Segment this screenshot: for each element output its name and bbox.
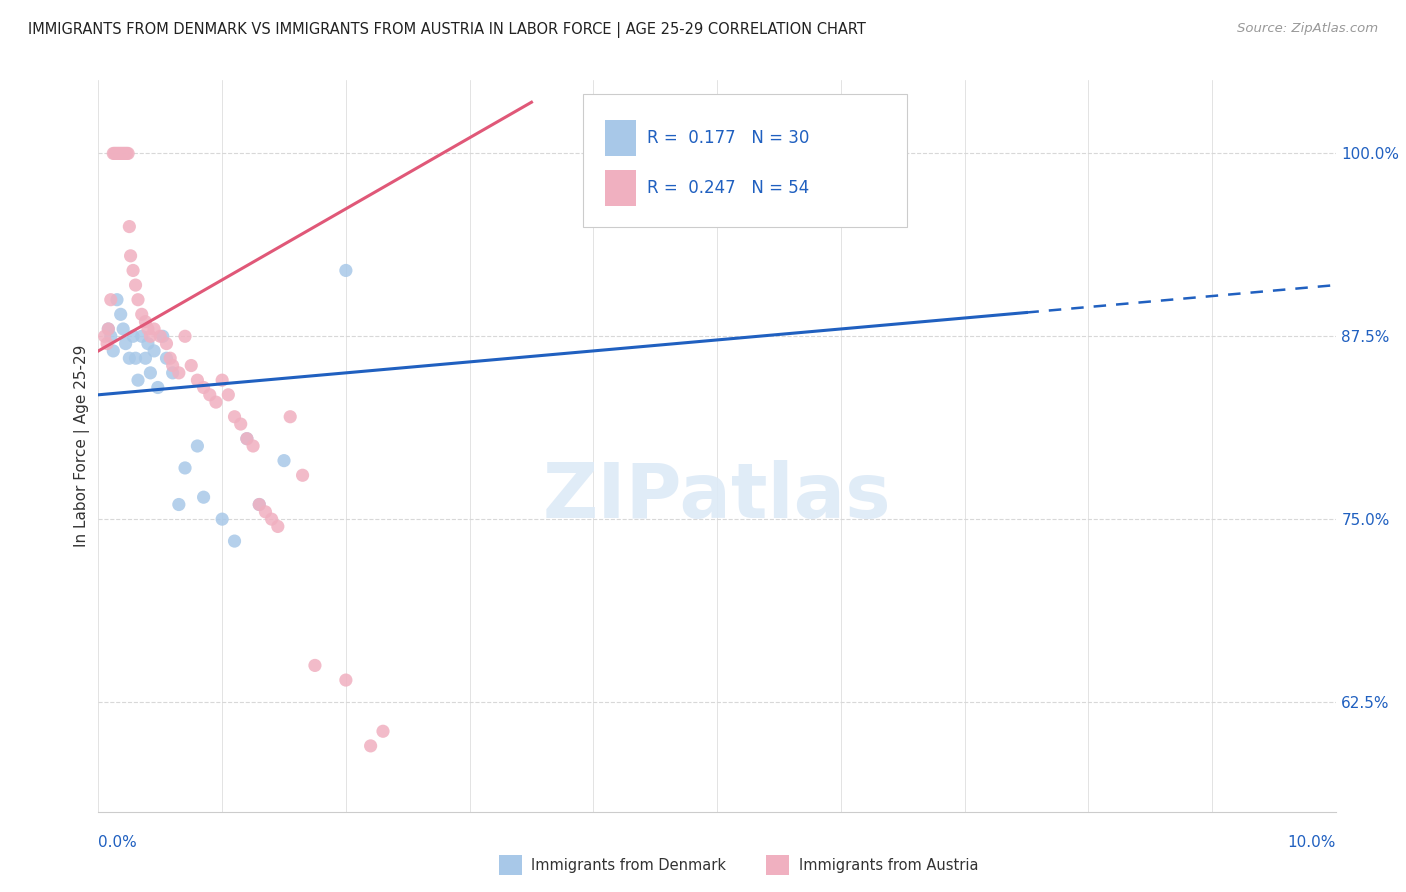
Point: [242, 439, 264, 453]
Point: [273, 453, 295, 467]
Point: [247, 498, 270, 512]
Point: [136, 336, 159, 351]
Point: [167, 498, 190, 512]
Point: [103, 146, 125, 161]
Point: [247, 498, 270, 512]
Text: Source: ZipAtlas.com: Source: ZipAtlas.com: [1237, 22, 1378, 36]
Point: [174, 461, 197, 475]
Point: [108, 146, 131, 161]
Point: [139, 366, 162, 380]
Point: [93, 329, 115, 343]
Point: [174, 329, 197, 343]
Point: [335, 263, 357, 277]
Point: [193, 490, 215, 504]
Point: [118, 219, 141, 234]
Point: [149, 329, 172, 343]
Point: [134, 351, 156, 366]
Point: [131, 307, 153, 321]
Point: [224, 409, 246, 424]
Text: R =  0.177   N = 30: R = 0.177 N = 30: [647, 129, 808, 147]
Point: [104, 146, 127, 161]
Point: [143, 322, 166, 336]
Point: [105, 146, 128, 161]
Point: [180, 359, 202, 373]
Point: [122, 263, 145, 277]
Point: [186, 373, 208, 387]
Point: [96, 336, 118, 351]
Point: [124, 278, 146, 293]
Point: [167, 366, 190, 380]
Point: [112, 146, 135, 161]
Point: [278, 409, 301, 424]
Point: [254, 505, 277, 519]
Point: [127, 373, 149, 387]
Point: [118, 351, 141, 366]
Point: [97, 322, 120, 336]
Point: [159, 351, 181, 366]
Point: [124, 351, 146, 366]
Point: [162, 359, 184, 373]
Text: IMMIGRANTS FROM DENMARK VS IMMIGRANTS FROM AUSTRIA IN LABOR FORCE | AGE 25-29 CO: IMMIGRANTS FROM DENMARK VS IMMIGRANTS FR…: [28, 22, 866, 38]
Text: R =  0.247   N = 54: R = 0.247 N = 54: [647, 179, 808, 197]
Point: [110, 146, 132, 161]
Point: [205, 395, 228, 409]
Point: [152, 329, 174, 343]
Point: [146, 380, 169, 394]
Point: [112, 322, 135, 336]
Point: [236, 432, 259, 446]
Point: [217, 388, 239, 402]
Text: Immigrants from Austria: Immigrants from Austria: [799, 858, 979, 872]
Point: [371, 724, 394, 739]
Point: [198, 388, 221, 402]
Point: [103, 146, 125, 161]
Point: [120, 249, 142, 263]
Point: [136, 322, 159, 336]
Point: [224, 534, 246, 549]
Point: [115, 146, 138, 161]
Point: [236, 432, 259, 446]
Point: [304, 658, 326, 673]
Point: [100, 293, 122, 307]
Point: [112, 146, 135, 161]
Point: [127, 293, 149, 307]
Y-axis label: In Labor Force | Age 25-29: In Labor Force | Age 25-29: [75, 345, 90, 547]
Point: [103, 343, 125, 358]
Point: [155, 351, 177, 366]
Point: [114, 336, 136, 351]
Point: [134, 315, 156, 329]
Point: [105, 293, 128, 307]
Point: [229, 417, 252, 431]
Point: [267, 519, 290, 533]
Point: [143, 343, 166, 358]
Point: [114, 146, 136, 161]
Point: [117, 146, 139, 161]
Point: [211, 512, 233, 526]
Point: [107, 146, 129, 161]
Point: [155, 336, 177, 351]
Point: [162, 366, 184, 380]
Point: [211, 373, 233, 387]
Point: [360, 739, 382, 753]
Point: [131, 329, 153, 343]
Point: [100, 329, 122, 343]
Point: [139, 329, 162, 343]
Point: [110, 307, 132, 321]
Text: Immigrants from Denmark: Immigrants from Denmark: [531, 858, 727, 872]
Point: [111, 146, 134, 161]
Point: [260, 512, 283, 526]
Point: [97, 322, 120, 336]
Point: [291, 468, 314, 483]
Text: 0.0%: 0.0%: [98, 836, 138, 850]
Text: 10.0%: 10.0%: [1288, 836, 1336, 850]
Point: [193, 380, 215, 394]
Text: ZIPatlas: ZIPatlas: [543, 460, 891, 534]
Point: [186, 439, 208, 453]
Point: [335, 673, 357, 687]
Point: [122, 329, 145, 343]
